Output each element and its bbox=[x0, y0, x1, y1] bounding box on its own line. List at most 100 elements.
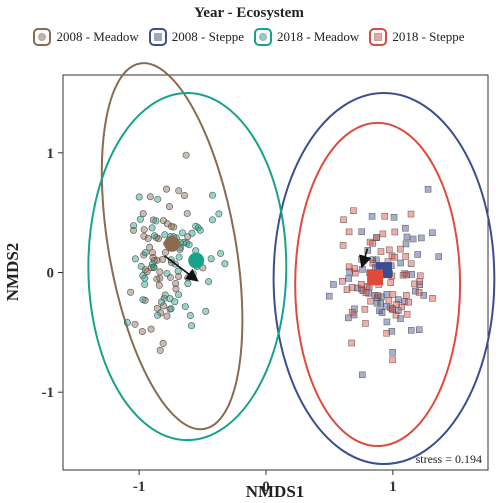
data-point bbox=[140, 226, 148, 234]
data-point bbox=[156, 346, 164, 354]
data-point bbox=[161, 291, 169, 299]
data-point bbox=[339, 242, 347, 249]
data-point bbox=[374, 292, 382, 299]
legend: Year - Ecosystem 2008 - Meadow 2008 - Ste… bbox=[0, 4, 498, 46]
data-point bbox=[416, 272, 424, 280]
data-point bbox=[408, 327, 415, 334]
data-point bbox=[163, 312, 171, 320]
data-point bbox=[175, 187, 183, 195]
data-point bbox=[389, 291, 397, 298]
data-point bbox=[163, 185, 171, 193]
data-point bbox=[391, 228, 399, 236]
data-point bbox=[163, 269, 171, 277]
data-point bbox=[350, 207, 357, 214]
data-point bbox=[397, 245, 404, 253]
legend-item: 2008 - Meadow bbox=[33, 28, 139, 46]
y-tick-label: 1 bbox=[47, 146, 55, 162]
data-point bbox=[403, 271, 410, 279]
data-point bbox=[139, 210, 147, 218]
data-point bbox=[217, 249, 225, 257]
legend-item: 2018 - Steppe bbox=[369, 28, 465, 46]
data-point bbox=[411, 280, 418, 288]
data-point bbox=[358, 285, 365, 293]
data-point bbox=[181, 303, 189, 311]
data-point bbox=[373, 299, 381, 307]
data-point bbox=[174, 267, 182, 275]
data-point bbox=[171, 298, 179, 306]
data-point bbox=[409, 235, 417, 243]
data-point bbox=[391, 253, 398, 261]
data-point bbox=[140, 232, 148, 240]
data-point bbox=[376, 307, 383, 314]
data-point bbox=[435, 253, 442, 260]
data-point bbox=[156, 268, 164, 276]
data-point bbox=[144, 235, 152, 243]
data-point bbox=[385, 297, 393, 304]
data-point bbox=[381, 212, 389, 220]
data-point bbox=[202, 307, 210, 315]
data-point bbox=[152, 217, 160, 225]
data-point bbox=[141, 280, 149, 288]
data-point bbox=[414, 251, 421, 258]
data-point bbox=[137, 262, 145, 270]
data-point bbox=[345, 263, 353, 271]
data-point bbox=[348, 284, 356, 291]
data-point bbox=[158, 256, 166, 264]
data-point bbox=[383, 329, 390, 337]
data-point bbox=[415, 289, 423, 296]
data-point bbox=[148, 249, 156, 257]
data-point bbox=[146, 193, 154, 201]
data-point bbox=[345, 314, 352, 322]
data-point bbox=[378, 293, 385, 301]
ellipse-2008-meadow bbox=[100, 62, 244, 431]
ellipse-2008-steppe bbox=[272, 91, 496, 466]
legend-marker bbox=[259, 33, 267, 41]
data-point bbox=[184, 280, 192, 288]
ellipse-2018-steppe bbox=[294, 121, 462, 448]
data-point bbox=[397, 315, 404, 322]
data-point bbox=[385, 246, 393, 254]
data-point bbox=[205, 278, 213, 286]
data-point bbox=[161, 231, 169, 239]
centroid-marker bbox=[188, 252, 205, 269]
data-point bbox=[361, 305, 369, 313]
data-point bbox=[186, 312, 194, 320]
data-point bbox=[348, 339, 355, 347]
data-point bbox=[358, 281, 365, 288]
data-point bbox=[398, 303, 405, 311]
data-point bbox=[345, 275, 353, 282]
shift-arrow bbox=[359, 248, 372, 269]
data-point bbox=[157, 298, 165, 306]
data-point bbox=[167, 305, 175, 313]
data-point bbox=[358, 228, 365, 235]
data-point bbox=[379, 230, 387, 238]
data-point bbox=[366, 238, 374, 246]
legend-marker bbox=[153, 33, 162, 41]
data-point bbox=[187, 322, 195, 330]
data-point bbox=[348, 309, 356, 316]
legend-title: Year - Ecosystem bbox=[194, 5, 304, 21]
data-point bbox=[148, 260, 156, 268]
data-point bbox=[183, 209, 191, 217]
data-point bbox=[131, 255, 139, 263]
legend-key bbox=[148, 28, 167, 46]
ellipse-2018-meadow bbox=[87, 91, 288, 442]
data-point bbox=[369, 240, 376, 247]
data-point bbox=[340, 216, 347, 224]
data-point bbox=[364, 247, 372, 254]
data-point bbox=[368, 213, 376, 220]
data-point bbox=[182, 151, 190, 159]
y-axis-title: NMDS2 bbox=[3, 243, 22, 302]
data-point bbox=[221, 260, 229, 268]
plot-panel bbox=[62, 74, 489, 471]
data-point bbox=[150, 257, 158, 265]
data-point bbox=[388, 328, 396, 335]
data-point bbox=[392, 311, 400, 319]
data-point bbox=[402, 224, 409, 232]
data-point bbox=[150, 232, 158, 240]
data-point bbox=[143, 268, 151, 276]
data-point bbox=[429, 229, 436, 236]
data-point bbox=[345, 228, 353, 236]
data-point bbox=[178, 229, 186, 237]
data-point bbox=[155, 281, 163, 289]
